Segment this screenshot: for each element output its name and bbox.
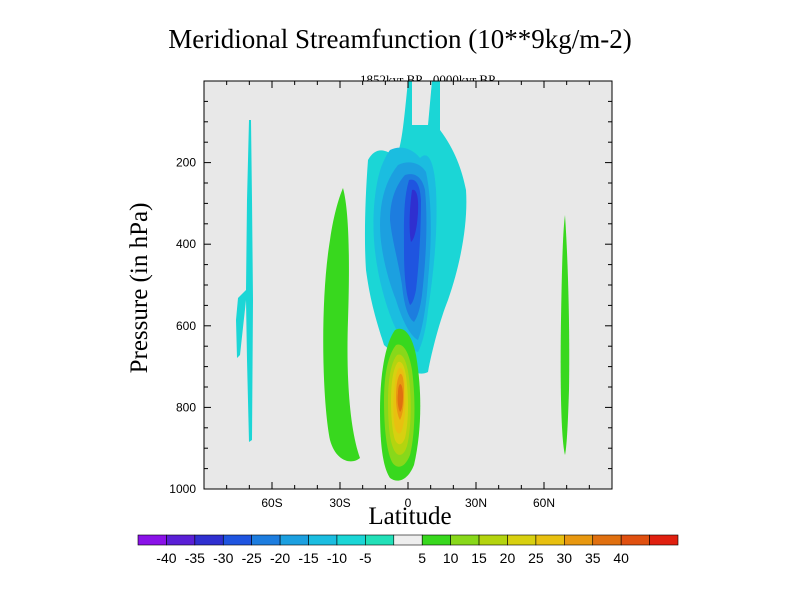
contour-southern-thin-band	[236, 120, 253, 442]
colorbar-label: 30	[557, 550, 573, 566]
colorbar-label: 5	[418, 550, 426, 566]
x-tick-label: 60S	[261, 496, 282, 510]
x-tick-label: 60N	[533, 496, 555, 510]
colorbar-swatch	[308, 534, 338, 546]
x-tick-label: 30N	[465, 496, 487, 510]
colorbar-label: -30	[213, 550, 233, 566]
colorbar-label: -10	[327, 550, 347, 566]
colorbar-label: 25	[528, 550, 544, 566]
colorbar: -40 -35 -30 -25 -20 -15 -10 -5 5 10 15 20 25 30 35 40	[137, 534, 679, 566]
colorbar-swatch	[222, 534, 252, 546]
y-tick-label: 600	[176, 319, 196, 333]
colorbar-swatch	[166, 534, 196, 546]
contour-southern-green-band	[323, 188, 360, 462]
colorbar-label: -15	[298, 550, 318, 566]
colorbar-swatch	[279, 534, 309, 546]
colorbar-label: 40	[613, 550, 629, 566]
contour-positive-level-35	[397, 384, 403, 412]
colorbar-swatch	[450, 534, 480, 546]
colorbar-swatch	[592, 534, 622, 546]
colorbar-swatch	[365, 534, 395, 546]
colorbar-swatch	[564, 534, 594, 546]
colorbar-label: -20	[270, 550, 290, 566]
colorbar-label: -35	[185, 550, 205, 566]
colorbar-label: -40	[156, 550, 176, 566]
contour-northern-green-band	[560, 215, 570, 455]
x-axis-label: Latitude	[368, 503, 452, 530]
colorbar-swatch	[336, 534, 366, 546]
colorbar-label: -5	[359, 550, 372, 566]
contour-negative-level-30	[409, 189, 419, 242]
colorbar-swatch	[620, 534, 650, 546]
chart-title: Meridional Streamfunction (10**9kg/m-2)	[168, 24, 632, 54]
colorbar-label: 35	[585, 550, 601, 566]
colorbar-label: 10	[443, 550, 459, 566]
colorbar-label: 20	[500, 550, 516, 566]
y-tick-label: 1000	[169, 482, 196, 496]
colorbar-swatch	[137, 534, 167, 546]
colorbar-swatch	[251, 534, 281, 546]
x-tick-label: 0	[405, 496, 412, 510]
colorbar-swatch	[507, 534, 537, 546]
colorbar-swatch	[478, 534, 508, 546]
y-axis: 200 400 600 800 1000	[169, 100, 612, 496]
x-tick-label: 30S	[329, 496, 350, 510]
y-tick-label: 400	[176, 237, 196, 251]
y-tick-label: 200	[176, 156, 196, 170]
colorbar-swatch	[194, 534, 224, 546]
colorbar-swatch	[535, 534, 565, 546]
x-axis: 60S 30S 0 30N 60N	[226, 81, 590, 510]
y-tick-label: 800	[176, 400, 196, 414]
colorbar-swatch	[649, 534, 679, 546]
colorbar-swatch	[421, 534, 451, 546]
colorbar-label: -25	[242, 550, 262, 566]
colorbar-label: 15	[471, 550, 487, 566]
colorbar-swatch	[393, 534, 423, 546]
plot-area	[203, 80, 613, 490]
